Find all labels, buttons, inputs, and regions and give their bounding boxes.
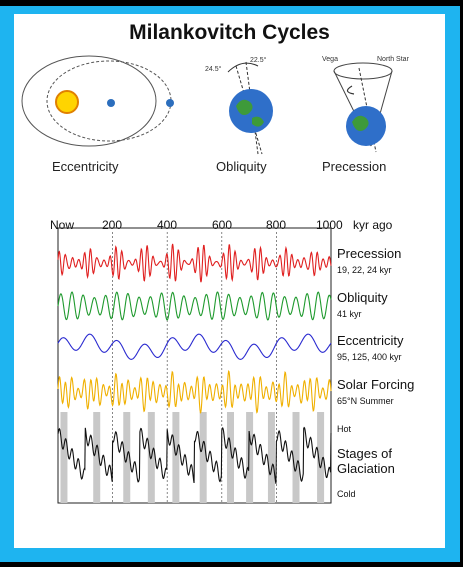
glacial-stage-band (292, 412, 300, 503)
series-period-obliquity: 41 kyr (337, 309, 362, 319)
glacial-stage-band (93, 412, 101, 503)
glaciation-hot-label: Hot (337, 424, 352, 434)
x-axis-unit: kyr ago (353, 218, 393, 232)
sun-icon (55, 90, 79, 114)
chart-frame (57, 227, 332, 504)
series-line-glaciation (57, 426, 332, 484)
series-line-precession (57, 243, 332, 283)
eccentricity-caption: Eccentricity (52, 159, 119, 174)
glacial-stage-band (199, 412, 207, 503)
glacial-stage-band (267, 412, 275, 503)
page-title: Milankovitch Cycles (129, 21, 330, 44)
glacial-stage-band (172, 412, 180, 503)
series-name-solar-forcing: Solar Forcing (337, 377, 415, 392)
angle-arc (227, 62, 259, 73)
glacial-stage-band (246, 412, 254, 503)
glacial-stage-band (317, 412, 325, 503)
series-line-eccentricity (57, 333, 332, 360)
milankovitch-chart (57, 227, 332, 504)
series-name-precession: Precession (337, 246, 402, 261)
series-period-solar-forcing: 65°N Summer (337, 396, 394, 406)
precession-caption: Precession (322, 159, 387, 174)
series-name-eccentricity: Eccentricity (337, 333, 404, 348)
obliquity-diagram (227, 61, 273, 155)
series-line-obliquity (57, 291, 332, 321)
obliquity-angle-label-b: 22.5° (250, 57, 267, 64)
glaciation-cold-label: Cold (337, 489, 356, 499)
series-name-obliquity: Obliquity (337, 290, 388, 305)
eccentricity-diagram (21, 55, 174, 147)
precession-diagram (333, 62, 393, 153)
series-period-precession: 19, 22, 24 kyr (337, 265, 392, 275)
star-label-north-star: North Star (377, 56, 409, 63)
orbital-diagrams (21, 55, 393, 155)
infographic-panel: Milankovitch Cycles (14, 14, 445, 548)
obliquity-angle-label-a: 24.5° (205, 66, 222, 73)
earth-small-icon (107, 99, 115, 107)
glacial-stage-band (60, 412, 68, 503)
orbit-outer (21, 55, 157, 147)
series-name-glaciation: Stages of Glaciation (337, 446, 395, 476)
series-line-solar-forcing (57, 369, 332, 414)
star-label-vega: Vega (322, 56, 338, 63)
earth-small-icon (166, 99, 174, 107)
obliquity-caption: Obliquity (216, 159, 267, 174)
glacial-stage-band (226, 412, 234, 503)
series-period-eccentricity: 95, 125, 400 kyr (337, 352, 402, 362)
